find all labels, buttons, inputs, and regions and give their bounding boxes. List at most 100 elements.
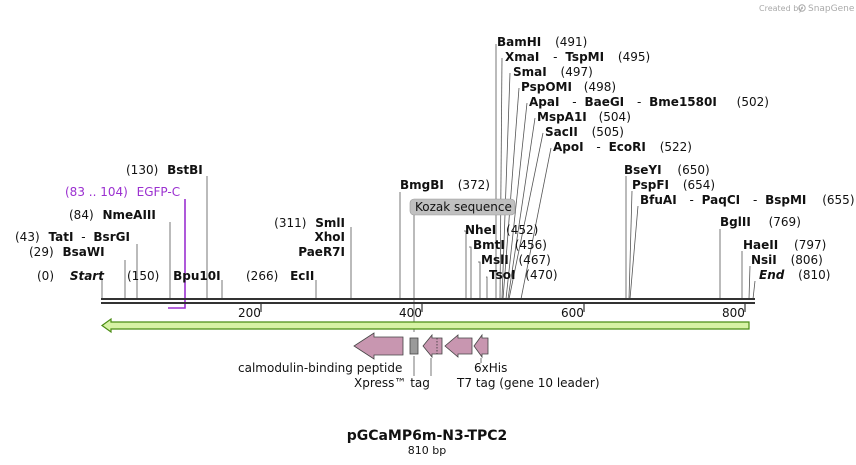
site-bamhi-name: BamHI [497,35,541,49]
site-bmti-pos: (456) [515,238,547,252]
site-bfuai: BfuAI - PaqCI - BspMI (655) [640,193,855,207]
site-nhei-pos: (452) [506,223,538,237]
site-tati-pos: (43) [15,230,40,244]
site-bsawi-name: BsaWI [62,245,104,259]
site-xmai-sep: - [553,50,557,64]
site-nhei: NheI (452) [465,223,538,237]
site-apai-name3: Bme1580I [649,95,717,109]
site-paer7i: PaeR7I [298,245,345,259]
site-end: End (810) [759,268,830,282]
site-msli-pos: (467) [519,253,551,267]
site-xmai: XmaI - TspMI (495) [505,50,650,64]
site-bmti-name: BmtI [473,238,505,252]
site-bstbi: (130) BstBI [126,163,203,177]
egfp-primer-marker [168,199,186,309]
site-tsoi-pos: (470) [525,268,557,282]
site-xmai-name: XmaI [505,50,539,64]
site-pspfi-pos: (654) [683,178,715,192]
t7-tag-feature [422,333,443,359]
kozak-sequence-label: Kozak sequence [415,200,512,214]
site-bmti: BmtI (456) [473,238,547,252]
site-msli-name: MslI [481,253,509,267]
site-ecli: (266) EcII [246,269,314,283]
site-apai-sep2: - [637,95,641,109]
sequence-backbone [101,298,755,304]
snapgene-logo-icon [798,4,806,12]
xpress-tag-feature [409,337,419,355]
site-bsawi: (29) BsaWI [29,245,105,259]
site-bsawi-pos: (29) [29,245,54,259]
map-title: pGCaMP6m-N3-TPC2 [347,428,508,444]
site-haeii: HaeII (797) [743,238,826,252]
site-pspomi-pos: (498) [584,80,616,94]
site-ecli-name: EcII [290,269,314,283]
site-start-pos: (0) [37,269,54,283]
site-sacii: SacII (505) [545,125,624,139]
site-apoi: ApoI - EcoRI (522) [553,140,692,154]
site-bamhi-pos: (491) [555,35,587,49]
orf-arrow [100,317,750,334]
ruler-tick-200: 200 [238,306,261,320]
ruler-tick-400: 400 [399,306,422,320]
site-msli: MslI (467) [481,253,551,267]
site-apai-name2: BaeGI [584,95,624,109]
xpress-tag-label: Xpress™ tag [354,376,430,390]
site-ecli-pos: (266) [246,269,278,283]
site-tati-name2: BsrGI [93,230,130,244]
site-mspa1i-name: MspA1I [537,110,587,124]
site-smai-name: SmaI [513,65,547,79]
site-sacii-pos: (505) [592,125,624,139]
6xhis-feature [473,333,489,359]
site-bmgbi: BmgBI (372) [400,178,490,192]
site-sacii-name: SacII [545,125,578,139]
site-bfuai-pos: (655) [822,193,854,207]
site-apoi-name: ApoI [553,140,584,154]
6xhis-label: 6xHis [474,361,507,375]
site-bstbi-name: BstBI [167,163,203,177]
site-apoi-pos: (522) [660,140,692,154]
site-bmgbi-name: BmgBI [400,178,444,192]
site-bseyi-pos: (650) [677,163,709,177]
kozak-sequence-box [409,198,516,216]
site-bpu10i-pos: (150) [127,269,159,283]
site-bfuai-sep: - [690,193,694,207]
site-tati-name: TatI [48,230,73,244]
site-nhei-name: NheI [465,223,496,237]
site-tati-sep: - [81,230,85,244]
credit-brand: SnapGene [808,4,855,14]
site-smai: SmaI (497) [513,65,593,79]
calmodulin-binding-peptide-label: calmodulin-binding peptide [238,361,402,375]
site-tsoi-name: TsoI [489,268,515,282]
site-apai-name: ApaI [529,95,559,109]
site-apoi-name2: EcoRI [609,140,646,154]
site-bglii-name: BglII [720,215,751,229]
site-apai-sep: - [572,95,576,109]
site-pspfi: PspFI (654) [632,178,715,192]
site-haeii-name: HaeII [743,238,778,252]
site-bfuai-sep2: - [753,193,757,207]
site-lines [101,44,756,332]
feature-egfp-c-pos: (83 .. 104) [65,185,128,199]
site-nmeaiii-name: NmeAIII [102,208,155,222]
site-xhoi: XhoI [314,230,345,244]
site-bpu10i-name: Bpu10I [173,269,220,283]
t7-tag-label: T7 tag (gene 10 leader) [456,376,600,390]
feature-egfp-c-name: EGFP-C [137,185,180,199]
site-pspfi-name: PspFI [632,178,669,192]
site-smli-name: SmlI [315,216,345,230]
site-bfuai-name2: PaqCI [702,193,740,207]
site-smli: (311) SmlI [274,216,345,230]
site-bstbi-pos: (130) [126,163,158,177]
site-pspomi: PspOMI (498) [521,80,616,94]
site-apai: ApaI - BaeGI - Bme1580I (502) [529,95,769,109]
site-start: (0) Start [37,269,105,283]
site-end-pos: (810) [798,268,830,282]
site-end-name: End [759,268,785,282]
map-length: 810 bp [408,444,446,457]
feature-label-lines [413,356,482,376]
site-mspa1i-pos: (504) [599,110,631,124]
site-bfuai-name3: BspMI [765,193,806,207]
site-bseyi: BseYI (650) [624,163,710,177]
feature-arrow [444,334,473,358]
